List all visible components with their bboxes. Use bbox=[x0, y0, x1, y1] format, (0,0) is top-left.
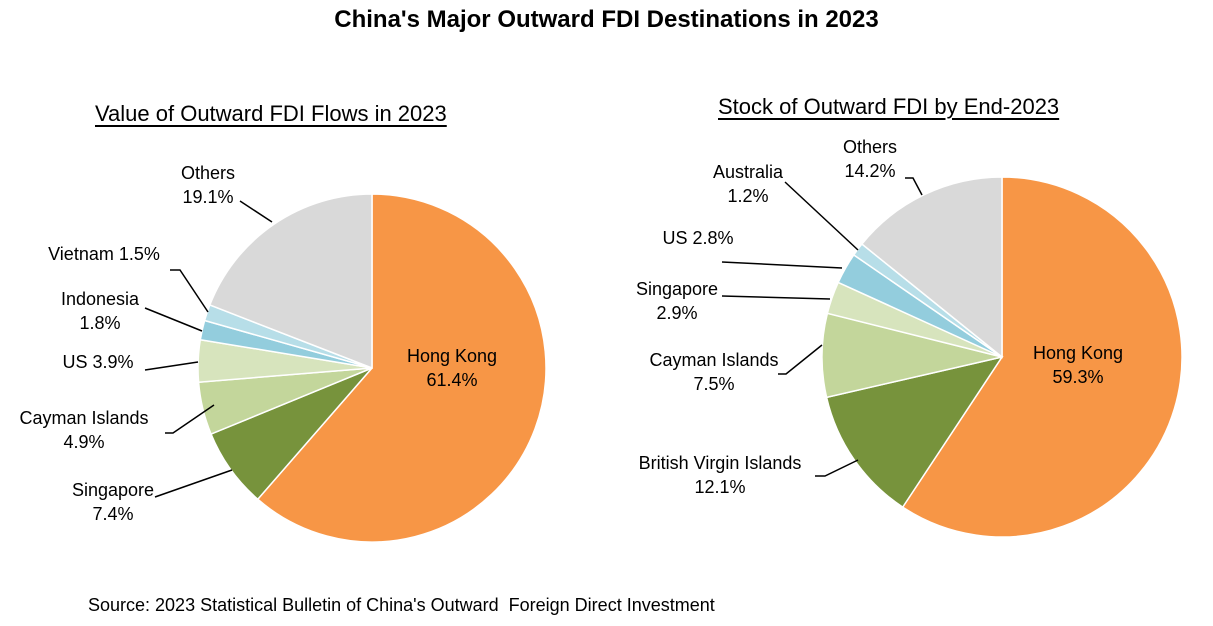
pie-slice-british-virgin-islands bbox=[825, 355, 1004, 509]
chart-title: China's Major Outward FDI Destinations i… bbox=[334, 6, 879, 33]
leader-line bbox=[815, 459, 859, 477]
data-label: 19.1% bbox=[182, 187, 233, 207]
leader-line bbox=[154, 469, 233, 498]
right-pie-title: Stock of Outward FDI by End-2023 bbox=[718, 94, 1060, 119]
source-note: Source: 2023 Statistical Bulletin of Chi… bbox=[88, 595, 715, 615]
data-label: Cayman Islands bbox=[649, 350, 778, 370]
left-pie-title: Value of Outward FDI Flows in 2023 bbox=[95, 101, 447, 126]
data-label: US 2.8% bbox=[662, 228, 733, 248]
leader-line bbox=[144, 307, 203, 332]
data-label: 14.2% bbox=[844, 161, 895, 181]
leader-line bbox=[144, 361, 199, 371]
leader-line bbox=[905, 177, 923, 196]
data-label: 2.9% bbox=[656, 303, 697, 323]
data-label: Vietnam 1.5% bbox=[48, 244, 160, 264]
data-label: 1.2% bbox=[727, 186, 768, 206]
data-label: 7.4% bbox=[92, 504, 133, 524]
pie-slice-hong-kong bbox=[256, 193, 547, 543]
data-label: Australia bbox=[713, 162, 784, 182]
leader-line bbox=[721, 295, 831, 300]
leader-line bbox=[721, 261, 843, 269]
data-label: Hong Kong bbox=[1033, 343, 1123, 363]
leader-line bbox=[784, 181, 859, 251]
leader-line bbox=[239, 200, 273, 223]
data-label: Singapore bbox=[72, 480, 154, 500]
data-label: Indonesia bbox=[61, 289, 140, 309]
leader-line bbox=[778, 344, 823, 375]
pie-slice-others bbox=[208, 193, 373, 370]
data-label: 12.1% bbox=[694, 477, 745, 497]
data-label: 61.4% bbox=[426, 370, 477, 390]
data-label: British Virgin Islands bbox=[639, 453, 802, 473]
pie-slice-hong-kong bbox=[901, 176, 1183, 538]
pie-slice-others bbox=[860, 176, 1003, 359]
leader-line bbox=[170, 269, 209, 313]
data-label: Others bbox=[181, 163, 235, 183]
data-label: 59.3% bbox=[1052, 367, 1103, 387]
data-label: 4.9% bbox=[63, 432, 104, 452]
data-label: Singapore bbox=[636, 279, 718, 299]
data-label: 1.8% bbox=[79, 313, 120, 333]
data-label: US 3.9% bbox=[62, 352, 133, 372]
data-label: 7.5% bbox=[693, 374, 734, 394]
leader-line bbox=[165, 404, 215, 434]
data-label: Cayman Islands bbox=[19, 408, 148, 428]
data-label: Others bbox=[843, 137, 897, 157]
data-label: Hong Kong bbox=[407, 346, 497, 366]
